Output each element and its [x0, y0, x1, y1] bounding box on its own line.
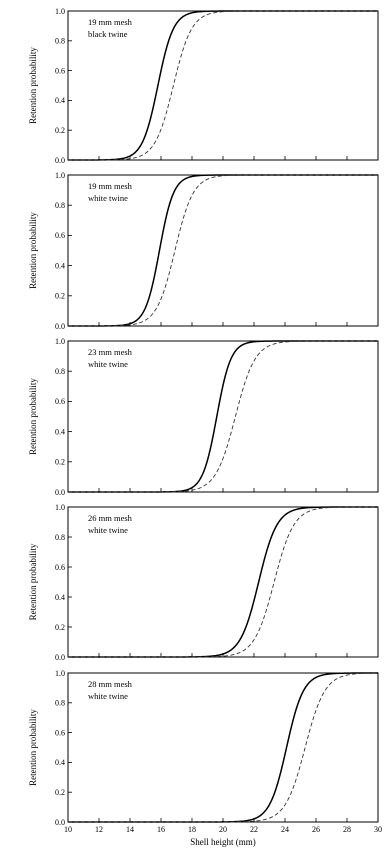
x-tick-label: 10 [64, 825, 72, 834]
y-tick-label: 1.0 [55, 171, 65, 180]
y-axis-label: Retention probability [28, 543, 38, 620]
solid-curve [68, 174, 378, 327]
panel-2: 0.0 0.2 0.4 0.6 0.8 1.0 Retention probability 1… [28, 171, 379, 331]
dashed-curve [68, 10, 378, 161]
y-tick-label: 0.0 [55, 156, 65, 165]
y-tick-label: 0.8 [55, 533, 65, 542]
x-tick-label: 12 [95, 825, 103, 834]
y-tick-label: 0.0 [55, 818, 65, 827]
y-tick-label: 1.0 [55, 337, 65, 346]
x-tick-label: 28 [343, 825, 351, 834]
y-tick-label: 0.6 [55, 66, 65, 75]
x-tick-label: 30 [374, 825, 382, 834]
solid-curve [68, 672, 378, 823]
panel-4: 0.0 0.2 0.4 0.6 0.8 1.0 Retention probability 2… [28, 503, 379, 662]
panel-label-line: 23 mm mesh [88, 347, 133, 357]
panel-1: 0.0 0.2 0.4 0.6 0.8 1.0 Retention probability 1… [28, 7, 379, 165]
panel-3: 0.0 0.2 0.4 0.6 0.8 1.0 Retention probability 2… [28, 337, 379, 497]
y-tick-label: 0.6 [55, 231, 65, 240]
panel-label-line: white twine [88, 359, 128, 369]
y-tick-label: 0.2 [55, 788, 65, 797]
y-tick-label: 0.0 [55, 322, 65, 331]
x-tick-label: 22 [250, 825, 258, 834]
x-tick-label: 18 [188, 825, 196, 834]
dashed-curve [68, 672, 379, 823]
y-tick-label: 1.0 [55, 669, 65, 678]
y-tick-label: 0.2 [55, 623, 65, 632]
panel-label-line: white twine [88, 691, 128, 701]
y-tick-label: 0.6 [55, 728, 65, 737]
y-axis-label: Retention probability [28, 47, 38, 124]
y-tick-label: 1.0 [55, 7, 65, 16]
y-tick-label: 0.4 [55, 593, 65, 602]
panel-label-line: 19 mm mesh [88, 181, 133, 191]
y-tick-label: 0.0 [55, 488, 65, 497]
y-tick-label: 0.8 [55, 367, 65, 376]
x-tick-label: 14 [126, 825, 134, 834]
y-tick-label: 0.4 [55, 261, 65, 270]
dashed-curve [68, 340, 378, 493]
y-axis-label: Retention probability [28, 212, 38, 289]
panel-label-line: 26 mm mesh [88, 513, 133, 523]
y-axis-label: Retention probability [28, 709, 38, 786]
panel-label-line: white twine [88, 525, 128, 535]
solid-curve [68, 506, 378, 658]
x-tick-label: 20 [219, 825, 227, 834]
y-tick-label: 0.6 [55, 397, 65, 406]
x-tick-label: 24 [281, 825, 289, 834]
panel-label-line: black twine [88, 29, 128, 39]
x-axis-label: Shell height (mm) [190, 837, 256, 847]
panel-label-line: white twine [88, 193, 128, 203]
y-tick-label: 0.6 [55, 563, 65, 572]
y-tick-label: 0.4 [55, 758, 65, 767]
panel-label-line: 28 mm mesh [88, 679, 133, 689]
dashed-curve [68, 506, 378, 658]
y-tick-label: 0.4 [55, 96, 65, 105]
y-tick-label: 0.2 [55, 458, 65, 467]
y-tick-label: 0.4 [55, 427, 65, 436]
y-tick-label: 1.0 [55, 503, 65, 512]
y-tick-label: 0.8 [55, 37, 65, 46]
panel-5: 0.0 0.2 0.4 0.6 0.8 1.0 10 12 14 16 18 20 22 24 26 28 30… [28, 669, 382, 847]
x-tick-label: 26 [312, 825, 320, 834]
y-tick-label: 0.0 [55, 653, 65, 662]
y-tick-label: 0.8 [55, 201, 65, 210]
y-tick-label: 0.2 [55, 292, 65, 301]
y-axis-label: Retention probability [28, 378, 38, 455]
y-tick-label: 0.2 [55, 126, 65, 135]
y-tick-label: 0.8 [55, 699, 65, 708]
panel-label-line: 19 mm mesh [88, 17, 133, 27]
x-tick-label: 16 [157, 825, 165, 834]
